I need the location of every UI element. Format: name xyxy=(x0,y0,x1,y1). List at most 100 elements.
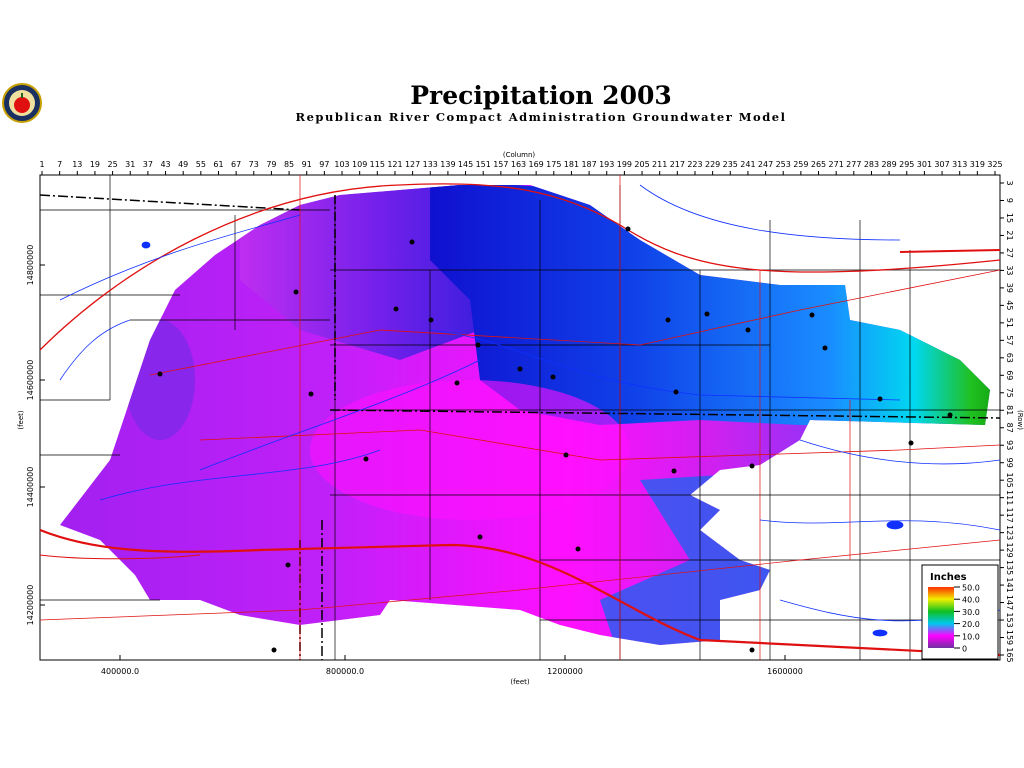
row-tick-label: 3 xyxy=(1005,180,1014,185)
column-tick-label: 85 xyxy=(284,160,294,169)
column-tick-label: 55 xyxy=(196,160,206,169)
column-tick-label: 289 xyxy=(881,160,896,169)
row-tick-label: 15 xyxy=(1005,213,1014,223)
column-tick-label: 265 xyxy=(811,160,826,169)
legend: Inches 50.0 40.0 30.0 20.0 10.0 0 xyxy=(921,564,999,660)
column-tick-label: 1 xyxy=(39,160,44,169)
title: Precipitation 2003 xyxy=(410,81,672,110)
row-tick-label: 123 xyxy=(1005,525,1014,540)
x-tick-label: 800000.0 xyxy=(326,667,364,676)
legend-label: 10.0 xyxy=(962,632,980,641)
column-tick-label: 199 xyxy=(617,160,632,169)
row-tick-label: 147 xyxy=(1005,595,1014,610)
legend-title: Inches xyxy=(930,572,967,583)
row-tick-label: 159 xyxy=(1005,630,1014,645)
row-axis-label: (Row) xyxy=(1016,410,1024,430)
column-tick-label: 13 xyxy=(72,160,82,169)
column-tick-label: 193 xyxy=(599,160,614,169)
y-axis-label: (feet) xyxy=(17,410,25,430)
x-tick-label: 400000.0 xyxy=(101,667,139,676)
row-tick-label: 33 xyxy=(1005,265,1014,275)
row-tick-label: 93 xyxy=(1005,440,1014,450)
column-tick-label: 139 xyxy=(440,160,455,169)
x-axis-label: (feet) xyxy=(510,678,530,686)
row-tick-label: 57 xyxy=(1005,335,1014,345)
row-tick-label: 117 xyxy=(1005,508,1014,523)
column-tick-label: 313 xyxy=(952,160,967,169)
column-tick-label: 43 xyxy=(160,160,170,169)
column-axis-label: (Column) xyxy=(503,151,536,159)
column-tick-label: 205 xyxy=(634,160,649,169)
column-tick-label: 229 xyxy=(705,160,720,169)
column-tick-label: 277 xyxy=(846,160,861,169)
column-tick-label: 247 xyxy=(758,160,773,169)
row-tick-label: 51 xyxy=(1005,318,1014,328)
column-tick-label: 325 xyxy=(987,160,1002,169)
column-tick-label: 241 xyxy=(740,160,755,169)
row-tick-label: 75 xyxy=(1005,388,1014,398)
column-tick-label: 121 xyxy=(387,160,402,169)
column-tick-label: 127 xyxy=(405,160,420,169)
row-tick-label: 87 xyxy=(1005,423,1014,433)
row-tick-label: 45 xyxy=(1005,300,1014,310)
row-tick-label: 9 xyxy=(1005,198,1014,203)
column-tick-label: 67 xyxy=(231,160,241,169)
legend-label: 30.0 xyxy=(962,608,980,617)
row-tick-label: 63 xyxy=(1005,353,1014,363)
legend-label: 40.0 xyxy=(962,596,980,605)
row-tick-label: 105 xyxy=(1005,473,1014,488)
row-tick-label: 99 xyxy=(1005,458,1014,468)
column-tick-label: 163 xyxy=(511,160,526,169)
column-tick-label: 103 xyxy=(334,160,349,169)
column-tick-label: 271 xyxy=(829,160,844,169)
subtitle: Republican River Compact Administration … xyxy=(296,110,787,124)
column-tick-label: 253 xyxy=(776,160,791,169)
column-tick-label: 19 xyxy=(90,160,100,169)
rivers xyxy=(59,184,1001,637)
row-tick-label: 69 xyxy=(1005,370,1014,380)
column-tick-label: 295 xyxy=(899,160,914,169)
column-tick-label: 31 xyxy=(125,160,135,169)
row-tick-label: 111 xyxy=(1005,490,1014,505)
row-tick-label: 81 xyxy=(1005,405,1014,415)
column-tick-label: 73 xyxy=(249,160,259,169)
column-tick-label: 145 xyxy=(458,160,473,169)
column-tick-label: 169 xyxy=(529,160,544,169)
row-tick-label: 39 xyxy=(1005,283,1014,293)
x-tick-label: 1200000 xyxy=(547,667,583,676)
column-tick-label: 301 xyxy=(917,160,932,169)
column-tick-label: 187 xyxy=(581,160,596,169)
row-tick-label: 165 xyxy=(1005,647,1014,662)
column-tick-label: 133 xyxy=(423,160,438,169)
legend-label: 0 xyxy=(962,645,967,654)
row-tick-label: 21 xyxy=(1005,230,1014,240)
y-tick-label: 14200000 xyxy=(26,585,35,626)
column-tick-label: 211 xyxy=(652,160,667,169)
column-tick-label: 307 xyxy=(934,160,949,169)
column-tick-label: 223 xyxy=(687,160,702,169)
roads xyxy=(39,175,1001,660)
column-tick-label: 37 xyxy=(143,160,153,169)
y-tick-label: 14600000 xyxy=(26,360,35,401)
row-tick-label: 27 xyxy=(1005,248,1014,258)
y-tick-label: 14800000 xyxy=(26,245,35,286)
column-tick-label: 181 xyxy=(564,160,579,169)
column-tick-label: 7 xyxy=(57,160,62,169)
column-tick-label: 157 xyxy=(493,160,508,169)
column-tick-label: 235 xyxy=(723,160,738,169)
row-tick-label: 141 xyxy=(1005,577,1014,592)
column-tick-label: 115 xyxy=(370,160,385,169)
x-tick-label: 1600000 xyxy=(767,667,803,676)
column-tick-label: 79 xyxy=(266,160,276,169)
legend-label: 50.0 xyxy=(962,584,980,593)
column-tick-label: 97 xyxy=(319,160,329,169)
column-tick-label: 217 xyxy=(670,160,685,169)
row-tick-label: 153 xyxy=(1005,612,1014,627)
column-tick-label: 61 xyxy=(213,160,223,169)
stations xyxy=(157,226,953,653)
row-tick-label: 135 xyxy=(1005,560,1014,575)
row-tick-label: 129 xyxy=(1005,542,1014,557)
column-tick-label: 259 xyxy=(793,160,808,169)
column-tick-label: 25 xyxy=(107,160,117,169)
